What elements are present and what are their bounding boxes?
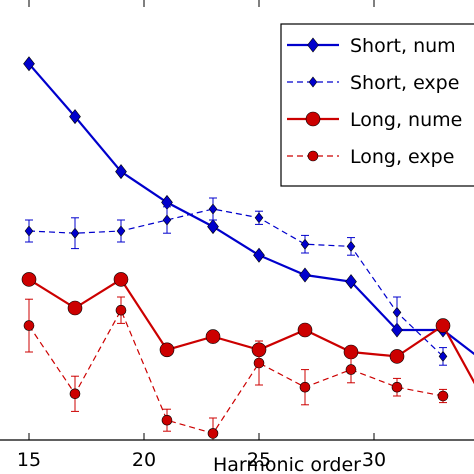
data-point [207,428,219,439]
legend-item: Long, nume [287,109,462,131]
legend-marker [307,37,319,53]
x-tick-label: 20 [132,449,156,471]
data-point [23,56,35,72]
legend-item: Short, expe [287,72,459,94]
data-point [205,329,221,344]
data-point [435,318,451,333]
data-point [161,414,173,426]
data-point [253,357,265,369]
legend-item: Short, num [287,35,456,57]
legend-marker [305,111,321,127]
data-point [24,225,34,237]
data-point [253,247,265,263]
data-point [159,342,175,358]
legend-label: Long, nume [350,109,462,131]
data-point [116,225,126,237]
series-line [28,208,444,357]
series-layer [21,56,474,440]
data-point [299,267,311,283]
series-line [28,308,444,435]
data-point [115,304,127,316]
data-point [438,350,448,362]
x-tick-label: 25 [247,449,271,471]
data-point [437,390,449,402]
data-point [392,306,402,318]
series-3 [21,272,474,385]
data-point [345,274,357,290]
data-point [254,212,264,224]
data-point [113,272,129,287]
legend-label: Short, num [350,35,456,57]
legend-label: Short, expe [350,72,459,94]
data-point [345,364,357,375]
series-2 [24,197,448,366]
legend-marker [307,150,319,162]
data-point [69,109,81,125]
x-axis-label: Harmonic order [213,454,361,474]
x-tick-label: 30 [362,449,386,471]
data-point [297,322,313,338]
legend-item: Long, expe [287,146,454,168]
legend: Short, num Short, expe Long, nume Long, exp… [280,23,474,187]
data-point [115,164,127,180]
series-4 [23,296,449,440]
data-point [162,214,172,226]
data-point [21,272,37,287]
data-point [69,388,81,400]
x-tick-label: 15 [17,449,41,471]
data-point [67,300,83,316]
legend-label: Long, expe [350,146,454,168]
data-point [389,349,405,364]
series-line [28,277,474,385]
data-point [207,219,219,235]
legend-marker [308,76,318,88]
data-point [208,203,218,215]
data-point [299,381,311,393]
data-point [391,381,403,393]
data-point [70,227,80,239]
data-point [346,240,356,252]
data-point [23,320,35,331]
data-point [300,238,310,250]
